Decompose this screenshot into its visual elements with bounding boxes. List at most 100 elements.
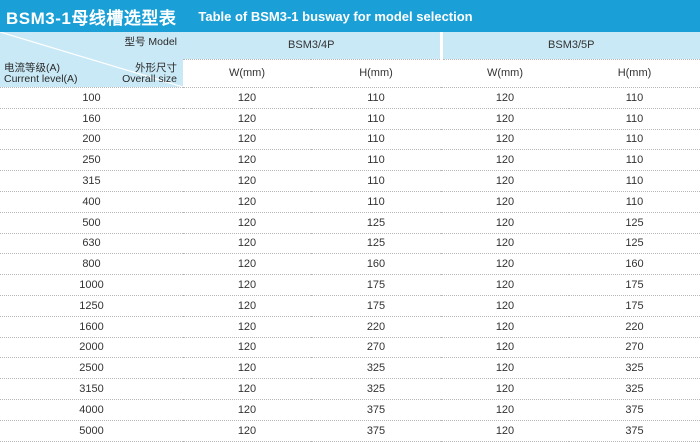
width-5p-cell: 120	[441, 378, 569, 400]
width-5p-cell: 120	[441, 399, 569, 421]
current-cell: 160	[0, 108, 183, 130]
table-row: 315 120 110 120 110	[0, 170, 700, 192]
table-row: 1000 120 175 120 175	[0, 274, 700, 296]
height-5p-cell: 270	[569, 337, 700, 359]
current-cell: 315	[0, 170, 183, 192]
overall-size-label-en: Overall size	[122, 73, 177, 85]
table-row: 5000 120 375 120 375	[0, 420, 700, 442]
width-5p-cell: 120	[441, 191, 569, 213]
current-level-label-cn: 电流等级(A)	[4, 62, 60, 74]
height-4p-cell: 125	[311, 212, 441, 234]
table-row: 2500 120 325 120 325	[0, 357, 700, 380]
width-5p-cell: 120	[441, 274, 569, 296]
height-header-4p: H(mm)	[311, 59, 441, 89]
current-cell: 4000	[0, 399, 183, 421]
table-row: 630 120 125 120 125	[0, 233, 700, 255]
height-4p-cell: 110	[311, 149, 441, 172]
current-cell: 630	[0, 233, 183, 255]
height-4p-cell: 110	[311, 191, 441, 213]
height-5p-cell: 110	[569, 108, 700, 130]
table-row: 400 120 110 120 110	[0, 191, 700, 213]
height-5p-cell: 110	[569, 129, 700, 151]
width-4p-cell: 120	[183, 316, 311, 338]
current-cell: 500	[0, 212, 183, 234]
width-header-4p: W(mm)	[183, 59, 311, 89]
current-cell: 1000	[0, 274, 183, 296]
width-5p-cell: 120	[441, 233, 569, 255]
table-row: 100 120 110 120 110	[0, 87, 700, 109]
current-cell: 800	[0, 253, 183, 276]
height-5p-cell: 375	[569, 420, 700, 442]
width-5p-cell: 120	[441, 316, 569, 338]
width-4p-cell: 120	[183, 357, 311, 380]
height-4p-cell: 110	[311, 129, 441, 151]
height-header-5p: H(mm)	[569, 59, 700, 89]
title-english: Table of BSM3-1 busway for model selecti…	[198, 8, 473, 24]
table-row: 3150 120 325 120 325	[0, 378, 700, 400]
model-header-5p: BSM3/5P	[439, 32, 700, 60]
table-row: 250 120 110 120 110	[0, 149, 700, 172]
height-5p-cell: 125	[569, 233, 700, 255]
width-5p-cell: 120	[441, 87, 569, 109]
height-5p-cell: 325	[569, 378, 700, 400]
width-4p-cell: 120	[183, 170, 311, 192]
height-5p-cell: 110	[569, 149, 700, 172]
width-5p-cell: 120	[441, 337, 569, 359]
width-5p-cell: 120	[441, 295, 569, 317]
height-4p-cell: 375	[311, 420, 441, 442]
model-label: 型号 Model	[124, 36, 177, 48]
model-header-4p: BSM3/4P	[183, 32, 441, 60]
title-bar: BSM3-1母线槽选型表 Table of BSM3-1 busway for …	[0, 0, 700, 32]
current-level-label-en: Current level(A)	[4, 73, 78, 85]
current-cell: 2000	[0, 337, 183, 359]
current-cell: 250	[0, 149, 183, 172]
height-4p-cell: 175	[311, 295, 441, 317]
width-4p-cell: 120	[183, 129, 311, 151]
height-5p-cell: 110	[569, 191, 700, 213]
height-4p-cell: 325	[311, 378, 441, 400]
width-4p-cell: 120	[183, 191, 311, 213]
table-row: 800 120 160 120 160	[0, 253, 700, 276]
height-5p-cell: 220	[569, 316, 700, 338]
width-5p-cell: 120	[441, 149, 569, 172]
height-5p-cell: 125	[569, 212, 700, 234]
current-cell: 200	[0, 129, 183, 151]
table-row: 4000 120 375 120 375	[0, 399, 700, 421]
current-cell: 2500	[0, 357, 183, 380]
width-4p-cell: 120	[183, 399, 311, 421]
current-cell: 3150	[0, 378, 183, 400]
current-cell: 100	[0, 87, 183, 109]
selection-table: 型号 Model 外形尺寸 Overall size 电流等级(A) Curre…	[0, 32, 700, 442]
diagonal-divider	[0, 32, 183, 87]
height-5p-cell: 110	[569, 170, 700, 192]
current-cell: 5000	[0, 420, 183, 442]
width-header-5p: W(mm)	[441, 59, 569, 89]
height-4p-cell: 325	[311, 357, 441, 380]
width-5p-cell: 120	[441, 108, 569, 130]
width-4p-cell: 120	[183, 87, 311, 109]
table-row: 1250 120 175 120 175	[0, 295, 700, 317]
width-4p-cell: 120	[183, 378, 311, 400]
height-5p-cell: 175	[569, 295, 700, 317]
corner-header-cell: 型号 Model 外形尺寸 Overall size 电流等级(A) Curre…	[0, 32, 183, 88]
width-4p-cell: 120	[183, 253, 311, 276]
width-4p-cell: 120	[183, 212, 311, 234]
table-row: 160 120 110 120 110	[0, 108, 700, 130]
height-4p-cell: 160	[311, 253, 441, 276]
height-4p-cell: 270	[311, 337, 441, 359]
table-row: 1600 120 220 120 220	[0, 316, 700, 338]
width-5p-cell: 120	[441, 253, 569, 276]
height-4p-cell: 110	[311, 87, 441, 109]
height-5p-cell: 160	[569, 253, 700, 276]
width-5p-cell: 120	[441, 170, 569, 192]
height-4p-cell: 375	[311, 399, 441, 421]
header-row-dimensions: W(mm) H(mm) W(mm) H(mm)	[0, 59, 700, 89]
height-5p-cell: 175	[569, 274, 700, 296]
current-cell: 1600	[0, 316, 183, 338]
width-5p-cell: 120	[441, 420, 569, 442]
width-4p-cell: 120	[183, 108, 311, 130]
width-4p-cell: 120	[183, 149, 311, 172]
current-cell: 1250	[0, 295, 183, 317]
height-5p-cell: 325	[569, 357, 700, 380]
